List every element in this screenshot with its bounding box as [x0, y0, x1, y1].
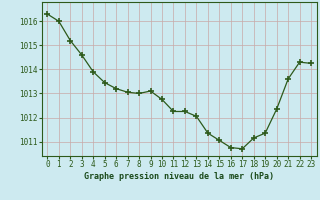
X-axis label: Graphe pression niveau de la mer (hPa): Graphe pression niveau de la mer (hPa) — [84, 172, 274, 181]
